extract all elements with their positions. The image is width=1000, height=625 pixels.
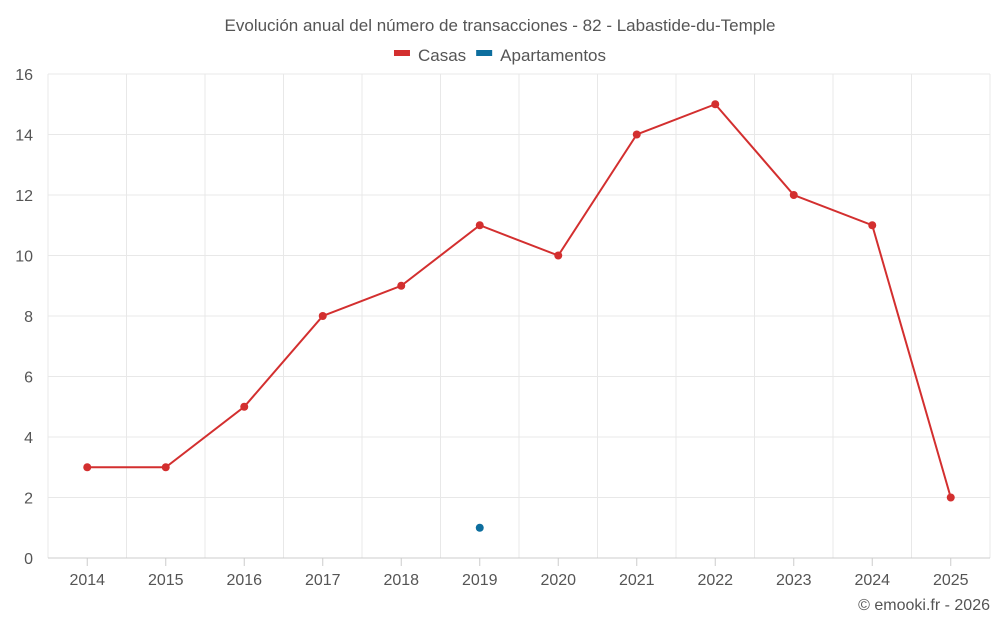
legend-swatch <box>476 50 493 56</box>
x-tick-label: 2015 <box>148 572 184 589</box>
legend-swatch <box>393 50 410 56</box>
legend-item-casas[interactable]: Casas <box>393 46 466 65</box>
data-point-casas[interactable] <box>475 221 484 230</box>
x-tick-label: 2021 <box>619 572 655 589</box>
data-point-casas[interactable] <box>946 493 955 502</box>
grid <box>47 73 991 558</box>
legend-item-apartamentos[interactable]: Apartamentos <box>476 46 606 65</box>
y-tick-label: 10 <box>15 249 33 266</box>
data-point-casas[interactable] <box>318 312 327 320</box>
chart-title: Evolución anual del número de transaccio… <box>225 16 776 35</box>
axes: 0 2 4 6 8 10 12 14 16 2014 2015 2016 2017 2018 2019 202… <box>15 67 990 589</box>
data-point-casas[interactable] <box>161 463 170 472</box>
x-tick-label: 2017 <box>305 572 341 589</box>
data-point-casas[interactable] <box>554 251 563 260</box>
x-tick-label: 2018 <box>383 572 419 589</box>
x-tick-label: 2023 <box>776 572 812 589</box>
x-tick-label: 2020 <box>540 572 576 589</box>
y-tick-label: 16 <box>15 67 33 84</box>
data-point-casas[interactable] <box>789 191 798 199</box>
x-tick-label: 2025 <box>933 572 969 589</box>
series-line-casas <box>87 103 952 498</box>
series-layer <box>83 100 955 532</box>
y-tick-label: 6 <box>24 370 33 387</box>
y-tick-label: 4 <box>24 430 33 447</box>
x-tick-label: 2014 <box>69 572 105 589</box>
data-point-casas[interactable] <box>83 463 92 472</box>
y-tick-label: 0 <box>24 551 33 568</box>
y-tick-label: 8 <box>24 309 33 326</box>
data-point-casas[interactable] <box>240 402 249 411</box>
data-point-casas[interactable] <box>632 130 641 139</box>
data-point-casas[interactable] <box>397 281 406 290</box>
data-point-casas[interactable] <box>868 221 877 230</box>
x-tick-label: 2024 <box>854 572 890 589</box>
data-point-apartamentos[interactable] <box>475 523 484 532</box>
legend-label: Casas <box>418 46 466 65</box>
legend[interactable]: Casas Apartamentos <box>393 46 606 65</box>
y-tick-label: 14 <box>15 128 33 145</box>
x-tick-label: 2022 <box>697 572 733 589</box>
y-tick-label: 12 <box>15 188 33 205</box>
x-tick-label: 2019 <box>462 572 498 589</box>
credit-text: © emooki.fr - 2026 <box>858 597 990 614</box>
x-tick-label: 2016 <box>226 572 262 589</box>
legend-label: Apartamentos <box>500 46 606 65</box>
data-point-casas[interactable] <box>711 100 720 109</box>
y-tick-label: 2 <box>24 491 33 508</box>
